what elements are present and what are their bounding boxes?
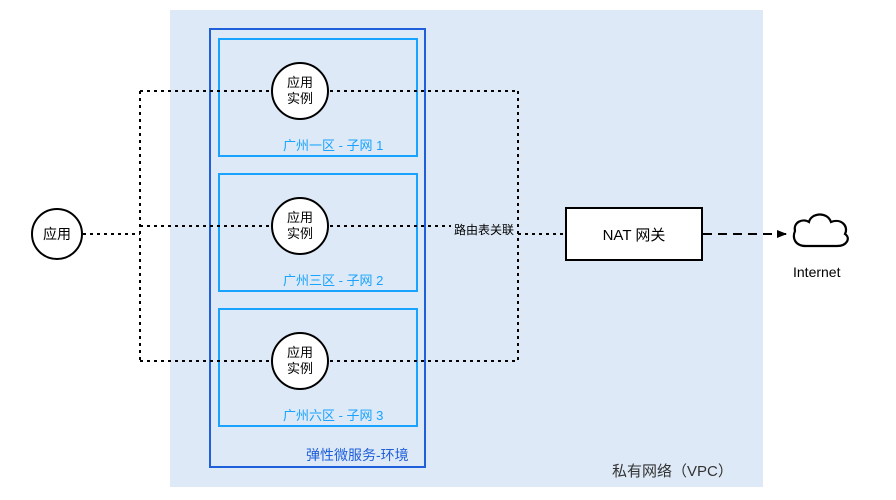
app-node: 应用 xyxy=(31,208,83,260)
nat-gateway-label: NAT 网关 xyxy=(603,224,666,245)
instance-label-3: 应用 实例 xyxy=(287,345,313,378)
instance-label-2: 应用 实例 xyxy=(287,210,313,243)
internet-cloud-icon xyxy=(787,208,853,256)
instance-node-3: 应用 实例 xyxy=(271,332,329,390)
internet-label: Internet xyxy=(793,264,840,280)
nat-gateway-node: NAT 网关 xyxy=(565,207,703,261)
vpc-label: 私有网络（VPC） xyxy=(612,460,733,481)
route-table-edge-label: 路由表关联 xyxy=(452,221,516,238)
microservice-env-label: 弹性微服务-环境 xyxy=(306,445,409,465)
subnet-label-2: 广州三区 - 子网 2 xyxy=(283,270,383,289)
instance-node-2: 应用 实例 xyxy=(271,197,329,255)
instance-node-1: 应用 实例 xyxy=(271,62,329,120)
instance-label-1: 应用 实例 xyxy=(287,75,313,108)
subnet-label-1: 广州一区 - 子网 1 xyxy=(283,135,383,154)
app-node-label: 应用 xyxy=(43,224,71,244)
subnet-label-3: 广州六区 - 子网 3 xyxy=(283,405,383,424)
